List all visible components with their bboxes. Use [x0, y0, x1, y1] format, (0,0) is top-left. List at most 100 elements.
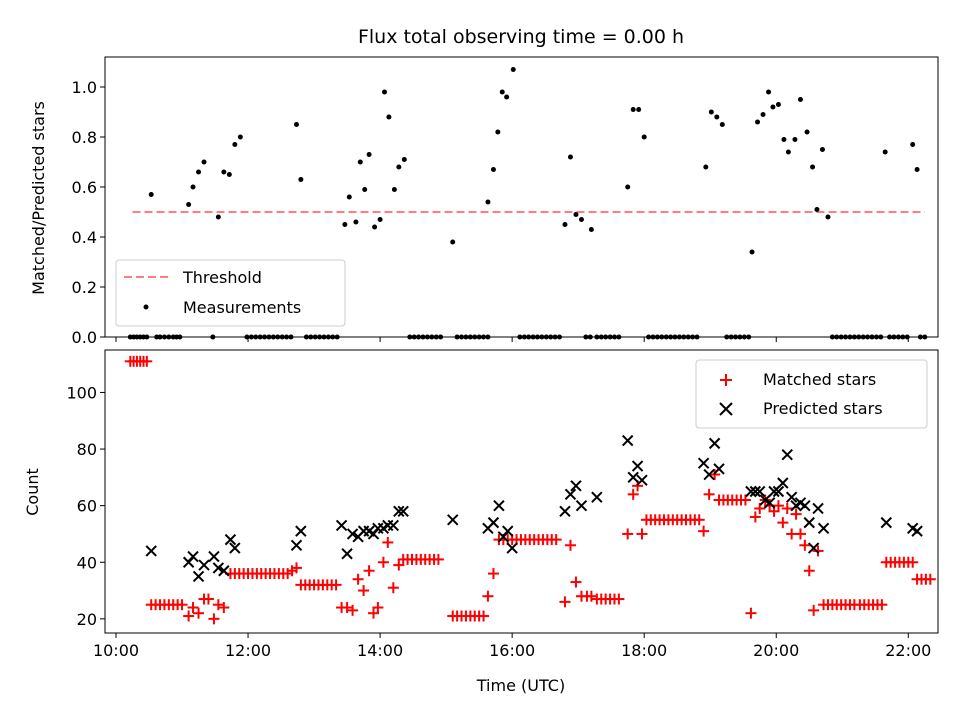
predicted-star-point — [703, 468, 715, 481]
x-tick-label: 16:00 — [489, 641, 535, 660]
predicted-star-point — [631, 460, 644, 472]
matched-star-point — [141, 355, 153, 367]
measurement-point — [588, 227, 594, 232]
matched-star-point — [794, 528, 806, 540]
matched-star-point — [290, 562, 302, 574]
predicted-star-point — [777, 477, 789, 489]
measurement-point — [714, 114, 720, 120]
matched-star-point — [341, 602, 353, 614]
predicted-star-point — [697, 457, 710, 469]
matched-star-point — [202, 593, 214, 605]
matched-star-point — [212, 599, 224, 611]
predicted-star-point — [559, 505, 571, 518]
matched-star-point — [754, 502, 766, 514]
matched-star-point — [622, 528, 634, 540]
predicted-star-point — [393, 505, 405, 518]
predicted-star-point — [713, 463, 725, 475]
count-x-ticks: 10:00 12:00 14:00 16:00 18:00 20:00 22:00 — [93, 633, 931, 660]
predicted-star-point — [621, 434, 634, 447]
count-y-tick-label: 80 — [77, 440, 97, 459]
matched-star-point — [745, 607, 757, 619]
predicted-star-point — [212, 562, 225, 574]
matched-star-point — [924, 573, 936, 585]
matched-star-point — [487, 568, 499, 580]
measurement-point — [625, 184, 631, 190]
predicted-star-point — [708, 437, 721, 450]
ratio-y-axis-label: Matched/Predicted stars — [29, 101, 48, 295]
measurement-point — [567, 154, 573, 160]
matched-star-point — [382, 536, 394, 548]
measurement-point — [196, 169, 202, 175]
matched-star-point — [330, 579, 342, 591]
count-y-tick-label: 100 — [66, 383, 97, 402]
measurement-point — [221, 169, 227, 175]
predicted-star-point — [785, 491, 798, 503]
matched-star-point — [176, 599, 188, 611]
predicted-star-point — [290, 539, 303, 551]
predicted-star-point — [208, 550, 220, 563]
measurement-point — [573, 212, 579, 217]
count-y-axis-label: Count — [23, 468, 42, 516]
matched-star-point — [799, 539, 811, 551]
matched-star-point — [363, 565, 375, 577]
predicted-star-point — [575, 499, 588, 512]
predicted-star-point — [754, 485, 766, 498]
predicted-star-point — [187, 550, 199, 563]
x-tick-label: 14:00 — [357, 641, 403, 660]
matched-star-point — [803, 565, 815, 577]
matched-star-point — [208, 613, 220, 625]
x-tick-label: 18:00 — [621, 641, 667, 660]
matched-star-point — [372, 602, 384, 614]
matched-star-point — [183, 610, 195, 622]
matched-star-point — [559, 596, 571, 608]
ratio-y-tick-label: 0.2 — [72, 278, 97, 297]
x-tick-label: 20:00 — [753, 641, 799, 660]
x-tick-label: 12:00 — [225, 641, 271, 660]
ratio-y-tick-label: 1.0 — [72, 78, 97, 97]
predicted-star-point — [198, 559, 210, 571]
x-tick-label: 22:00 — [885, 641, 931, 660]
predicted-star-point — [229, 542, 241, 554]
measurement-point — [882, 149, 888, 155]
measurement-point — [232, 142, 238, 147]
measurement-point — [703, 164, 709, 170]
measurement-point — [237, 134, 243, 140]
matched-star-point — [636, 528, 648, 540]
measurement-point — [781, 137, 787, 142]
predicted-star-point — [570, 480, 582, 492]
matched-star-point — [432, 553, 444, 565]
matched-star-point — [550, 534, 562, 546]
predicted-star-point — [812, 502, 824, 515]
measurement-point — [910, 142, 916, 147]
measurement-point — [495, 129, 501, 135]
predicted-star-point — [817, 522, 830, 534]
matched-star-point — [218, 602, 230, 614]
measurement-point — [391, 187, 397, 192]
measurement-point — [353, 219, 359, 225]
ratio-legend-box — [115, 259, 346, 327]
x-axis-label: Time (UTC) — [476, 676, 565, 695]
measurement-point — [792, 137, 798, 142]
measurement-point — [785, 149, 791, 155]
matched-star-point — [627, 488, 639, 500]
measurement-point — [366, 152, 372, 157]
matched-star-point — [570, 576, 582, 588]
measurement-point — [293, 122, 299, 127]
matched-star-point — [907, 556, 919, 568]
measurement-point — [708, 109, 714, 115]
predicted-star-point — [781, 449, 793, 461]
measurement-point — [450, 239, 456, 245]
matched-star-point — [478, 610, 490, 622]
predicted-star-point — [506, 542, 518, 554]
predicted-star-point — [192, 570, 205, 583]
measurements-legend-swatch — [143, 304, 149, 310]
predicted-star-point — [772, 485, 785, 498]
matched-star-point — [739, 494, 751, 506]
measurement-point — [914, 167, 920, 172]
measurement-point — [485, 199, 491, 205]
predicted-star-point — [768, 485, 780, 498]
x-tick-label: 10:00 — [93, 641, 139, 660]
measurement-point — [215, 214, 221, 220]
measurement-point — [386, 114, 392, 120]
